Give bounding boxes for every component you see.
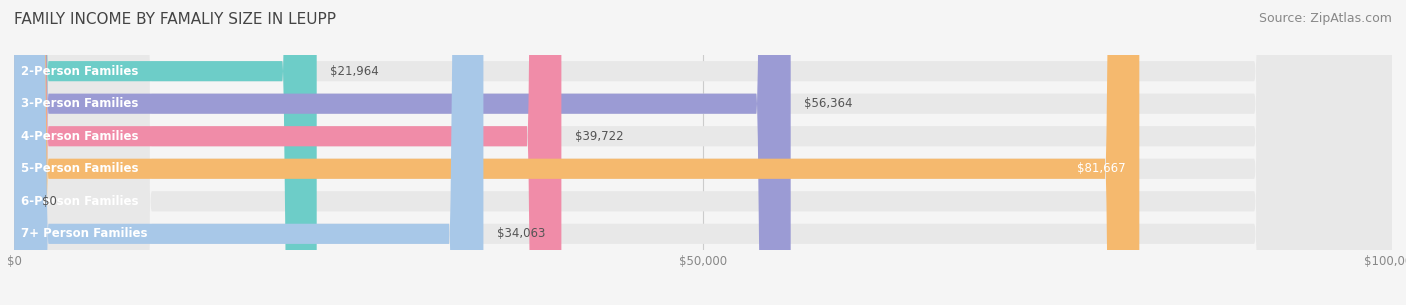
Text: $81,667: $81,667 — [1077, 162, 1126, 175]
Text: $0: $0 — [42, 195, 56, 208]
Text: 2-Person Families: 2-Person Families — [21, 65, 138, 78]
Text: Source: ZipAtlas.com: Source: ZipAtlas.com — [1258, 12, 1392, 25]
FancyBboxPatch shape — [14, 0, 790, 305]
FancyBboxPatch shape — [14, 0, 1139, 305]
Text: 6-Person Families: 6-Person Families — [21, 195, 138, 208]
FancyBboxPatch shape — [14, 0, 1392, 305]
Text: 3-Person Families: 3-Person Families — [21, 97, 138, 110]
Text: $39,722: $39,722 — [575, 130, 624, 143]
Text: 4-Person Families: 4-Person Families — [21, 130, 138, 143]
FancyBboxPatch shape — [14, 0, 316, 305]
FancyBboxPatch shape — [14, 0, 1392, 305]
FancyBboxPatch shape — [14, 0, 1392, 305]
FancyBboxPatch shape — [14, 0, 1392, 305]
FancyBboxPatch shape — [14, 0, 484, 305]
FancyBboxPatch shape — [14, 0, 1392, 305]
Text: 5-Person Families: 5-Person Families — [21, 162, 138, 175]
FancyBboxPatch shape — [14, 0, 561, 305]
Text: $34,063: $34,063 — [498, 227, 546, 240]
Text: $21,964: $21,964 — [330, 65, 380, 78]
Text: 7+ Person Families: 7+ Person Families — [21, 227, 148, 240]
Text: $56,364: $56,364 — [804, 97, 853, 110]
Text: FAMILY INCOME BY FAMALIY SIZE IN LEUPP: FAMILY INCOME BY FAMALIY SIZE IN LEUPP — [14, 12, 336, 27]
FancyBboxPatch shape — [14, 0, 1392, 305]
